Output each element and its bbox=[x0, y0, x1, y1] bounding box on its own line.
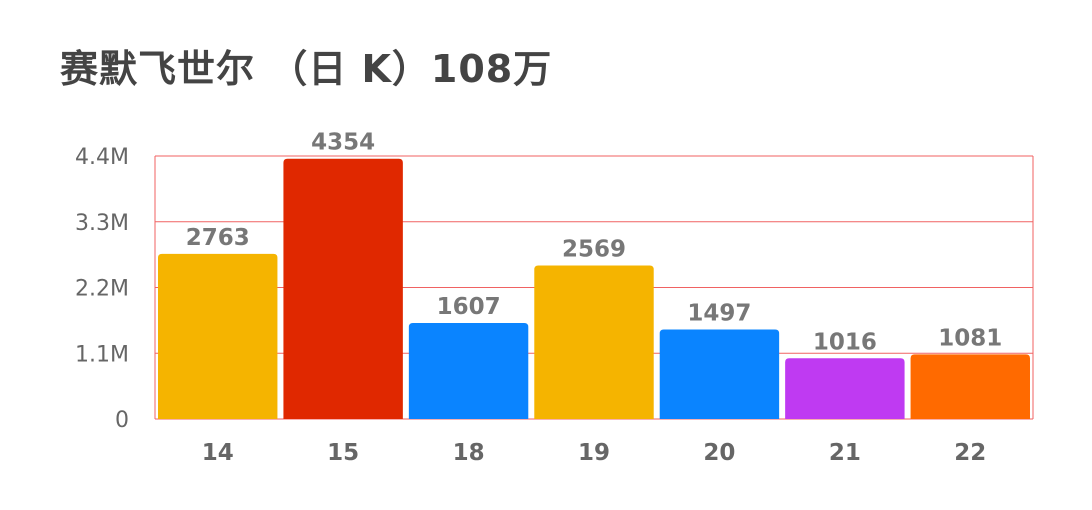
bar-22[interactable] bbox=[910, 354, 1030, 419]
bar-21[interactable] bbox=[785, 358, 905, 419]
x-tick-label: 18 bbox=[453, 440, 485, 466]
data-labels: 2763 4354 1607 2569 1497 1016 1081 bbox=[186, 130, 1003, 356]
y-tick-label: 3.3M bbox=[75, 211, 129, 236]
x-axis-ticks: 14 15 18 19 20 21 22 bbox=[202, 440, 987, 466]
bar-18[interactable] bbox=[408, 322, 529, 419]
bar-14[interactable] bbox=[158, 253, 278, 419]
x-tick-label: 15 bbox=[327, 440, 359, 466]
y-tick-label: 1.1M bbox=[75, 342, 129, 367]
data-label-15: 4354 bbox=[311, 130, 375, 156]
bars bbox=[158, 158, 1030, 419]
x-tick-label: 19 bbox=[578, 440, 610, 466]
y-axis-ticks: 0 1.1M 2.2M 3.3M 4.4M bbox=[75, 145, 129, 433]
data-label-18: 1607 bbox=[437, 294, 501, 320]
y-tick-label: 0 bbox=[115, 408, 129, 433]
chart-title: 赛默飞世尔 （日 K）108万 bbox=[60, 47, 553, 91]
data-label-20: 1497 bbox=[687, 301, 751, 327]
data-label-14: 2763 bbox=[186, 225, 250, 251]
data-label-22: 1081 bbox=[938, 325, 1002, 351]
y-tick-label: 2.2M bbox=[75, 277, 129, 302]
y-tick-label: 4.4M bbox=[75, 145, 129, 170]
data-label-21: 1016 bbox=[813, 329, 877, 355]
bar-20[interactable] bbox=[659, 329, 780, 419]
x-tick-label: 21 bbox=[829, 440, 861, 466]
x-tick-label: 20 bbox=[703, 440, 735, 466]
bar-15[interactable] bbox=[283, 158, 403, 419]
data-label-19: 2569 bbox=[562, 236, 626, 262]
x-tick-label: 22 bbox=[954, 440, 986, 466]
bar-19[interactable] bbox=[534, 265, 654, 419]
x-tick-label: 14 bbox=[202, 440, 234, 466]
